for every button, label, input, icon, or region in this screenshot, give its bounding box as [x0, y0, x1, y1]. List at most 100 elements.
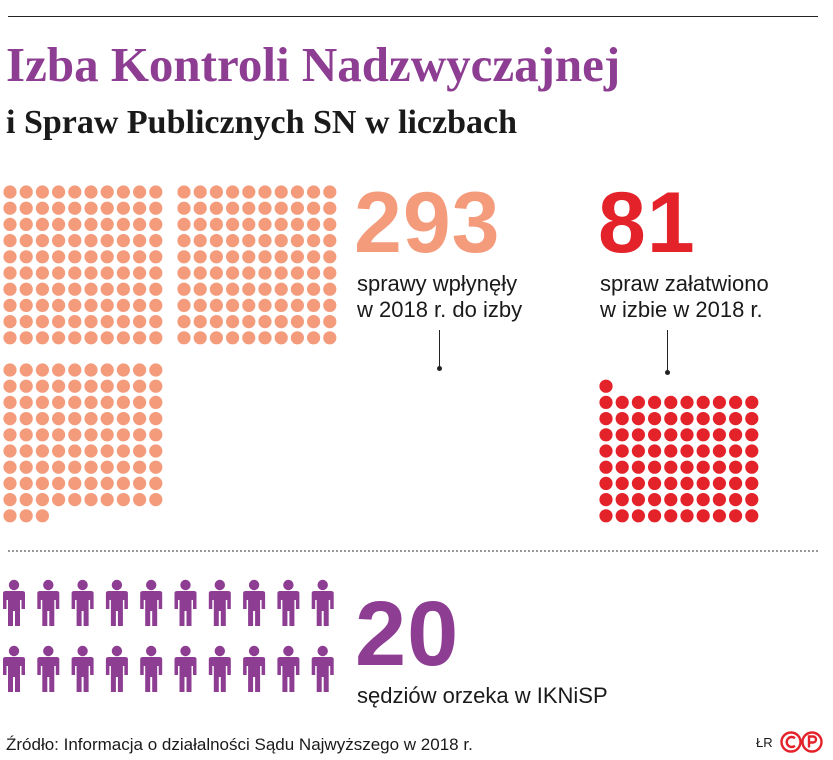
- received-case-dot: [35, 331, 50, 345]
- received-case-dot: [242, 250, 256, 264]
- received-case-dot: [19, 201, 33, 215]
- received-case-dot: [307, 250, 321, 264]
- received-case-dot: [242, 282, 256, 296]
- received-case-dot: [258, 201, 272, 215]
- received-case-dot: [3, 395, 17, 409]
- resolved-case-dot: [680, 476, 694, 490]
- received-case-dot: [35, 412, 50, 426]
- received-case-dot: [242, 315, 256, 329]
- received-case-dot: [274, 234, 288, 248]
- judge-person-icon: [37, 645, 60, 692]
- received-case-dot: [193, 234, 207, 248]
- received-case-dot: [133, 201, 147, 215]
- received-leader-dot: [437, 366, 442, 371]
- received-case-dot: [242, 234, 256, 248]
- received-case-dot: [35, 234, 50, 248]
- resolved-case-dot: [729, 493, 743, 507]
- received-case-dot: [290, 234, 304, 248]
- resolved-count: 81: [598, 175, 696, 271]
- received-case-dot: [149, 298, 163, 312]
- received-case-dot: [133, 217, 147, 231]
- resolved-case-dot: [615, 460, 629, 474]
- received-case-dot: [133, 185, 147, 199]
- judge-person-icon: [3, 645, 25, 692]
- received-case-dot: [193, 250, 207, 264]
- received-case-dot: [116, 379, 130, 393]
- cases-dot-chart: [3, 185, 759, 523]
- received-case-dot: [3, 379, 17, 393]
- resolved-caption-line-2: w izbie w 2018 r.: [600, 297, 763, 322]
- received-case-dot: [68, 395, 82, 409]
- received-case-dot: [177, 234, 191, 248]
- received-case-dot: [35, 493, 50, 507]
- resolved-case-dot: [615, 476, 629, 490]
- resolved-case-dot: [664, 476, 678, 490]
- judge-person-icon: [277, 579, 300, 626]
- received-case-dot: [52, 428, 66, 442]
- received-case-dot: [68, 493, 82, 507]
- received-case-dot: [52, 234, 66, 248]
- received-case-dot: [209, 217, 223, 231]
- resolved-case-dot: [745, 460, 759, 474]
- received-case-dot: [133, 331, 147, 345]
- received-case-dot: [116, 444, 130, 458]
- received-case-dot: [133, 428, 147, 442]
- received-case-dot: [100, 315, 114, 329]
- received-case-dot: [177, 282, 191, 296]
- received-case-dot: [116, 363, 130, 377]
- received-case-dot: [68, 250, 82, 264]
- judge-person-icon: [277, 645, 300, 692]
- received-case-dot: [19, 282, 33, 296]
- received-case-dot: [290, 185, 304, 199]
- received-case-dot: [3, 217, 17, 231]
- received-case-dot: [68, 201, 82, 215]
- received-case-dot: [84, 234, 98, 248]
- received-case-dot: [242, 201, 256, 215]
- received-case-dot: [19, 412, 33, 426]
- received-case-dot: [52, 201, 66, 215]
- received-case-dot: [323, 234, 337, 248]
- resolved-case-dot: [664, 493, 678, 507]
- resolved-case-dot: [680, 412, 694, 426]
- received-case-dot: [258, 185, 272, 199]
- resolved-case-dot: [745, 493, 759, 507]
- received-case-dot: [35, 363, 50, 377]
- received-case-dot: [84, 185, 98, 199]
- resolved-case-dot: [696, 428, 710, 442]
- judge-person-icon: [3, 579, 25, 626]
- received-case-dot: [116, 493, 130, 507]
- received-case-dot: [3, 460, 17, 474]
- received-case-dot: [116, 395, 130, 409]
- resolved-case-dot: [631, 395, 646, 409]
- received-case-dot: [100, 298, 114, 312]
- received-case-dot: [52, 460, 66, 474]
- received-case-dot: [52, 331, 66, 345]
- received-case-dot: [52, 444, 66, 458]
- received-case-dot: [84, 298, 98, 312]
- received-case-dot: [242, 298, 256, 312]
- received-leader-line: [439, 330, 440, 368]
- received-case-dot: [100, 428, 114, 442]
- resolved-case-dot: [729, 428, 743, 442]
- received-case-dot: [100, 493, 114, 507]
- received-case-dot: [193, 315, 207, 329]
- received-case-dot: [19, 395, 33, 409]
- received-case-dot: [193, 331, 207, 345]
- received-case-dot: [3, 493, 17, 507]
- received-case-dot: [68, 363, 82, 377]
- received-case-dot: [19, 493, 33, 507]
- received-case-dot: [323, 282, 337, 296]
- received-case-dot: [149, 315, 163, 329]
- received-case-dot: [177, 315, 191, 329]
- received-case-dot: [116, 315, 130, 329]
- received-case-dot: [3, 363, 17, 377]
- received-case-dot: [19, 185, 33, 199]
- resolved-case-dot: [712, 493, 727, 507]
- received-case-dot: [100, 460, 114, 474]
- received-case-dot: [3, 201, 17, 215]
- received-case-dot: [149, 266, 163, 280]
- received-case-dot: [19, 331, 33, 345]
- received-case-dot: [52, 493, 66, 507]
- received-case-dot: [193, 282, 207, 296]
- received-case-dot: [68, 282, 82, 296]
